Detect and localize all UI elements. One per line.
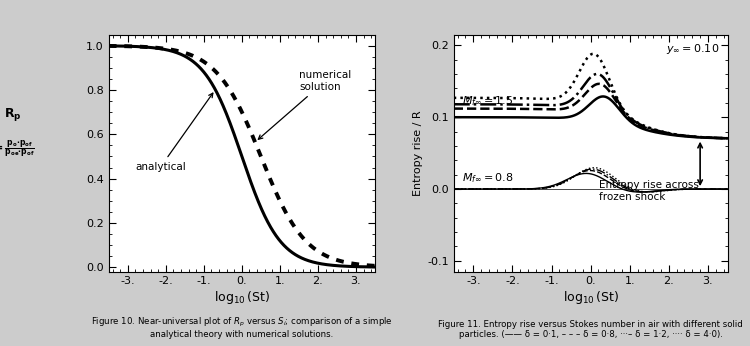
Text: $\mathbf{=\frac{p_o{\cdot}p_{of}}{p_{oe}{\cdot}p_{of}}}$: $\mathbf{=\frac{p_o{\cdot}p_{of}}{p_{oe}…: [0, 138, 34, 160]
X-axis label: $\log_{10}(\mathrm{St})$: $\log_{10}(\mathrm{St})$: [562, 289, 619, 306]
Text: Figure 11. Entropy rise versus Stokes number in air with different solid
particl: Figure 11. Entropy rise versus Stokes nu…: [438, 320, 743, 339]
Y-axis label: Entropy rise / R: Entropy rise / R: [413, 110, 423, 196]
Text: $M_{f\infty} = 1.5$: $M_{f\infty} = 1.5$: [462, 94, 513, 108]
Text: $M_{f\infty} = 0.8$: $M_{f\infty} = 0.8$: [462, 171, 514, 185]
Text: Entropy rise across
frozen shock: Entropy rise across frozen shock: [598, 180, 699, 202]
Text: Figure 10. Near-universal plot of $R_p$ versus $S_i$; comparison of a simple
ana: Figure 10. Near-universal plot of $R_p$ …: [91, 316, 393, 339]
Text: numerical
solution: numerical solution: [258, 70, 351, 139]
Text: analytical: analytical: [135, 93, 213, 172]
Text: $y_\infty = 0.10$: $y_\infty = 0.10$: [666, 42, 719, 56]
Text: $\mathbf{R_p}$: $\mathbf{R_p}$: [4, 106, 22, 123]
X-axis label: $\log_{10}(\mathrm{St})$: $\log_{10}(\mathrm{St})$: [214, 289, 270, 306]
